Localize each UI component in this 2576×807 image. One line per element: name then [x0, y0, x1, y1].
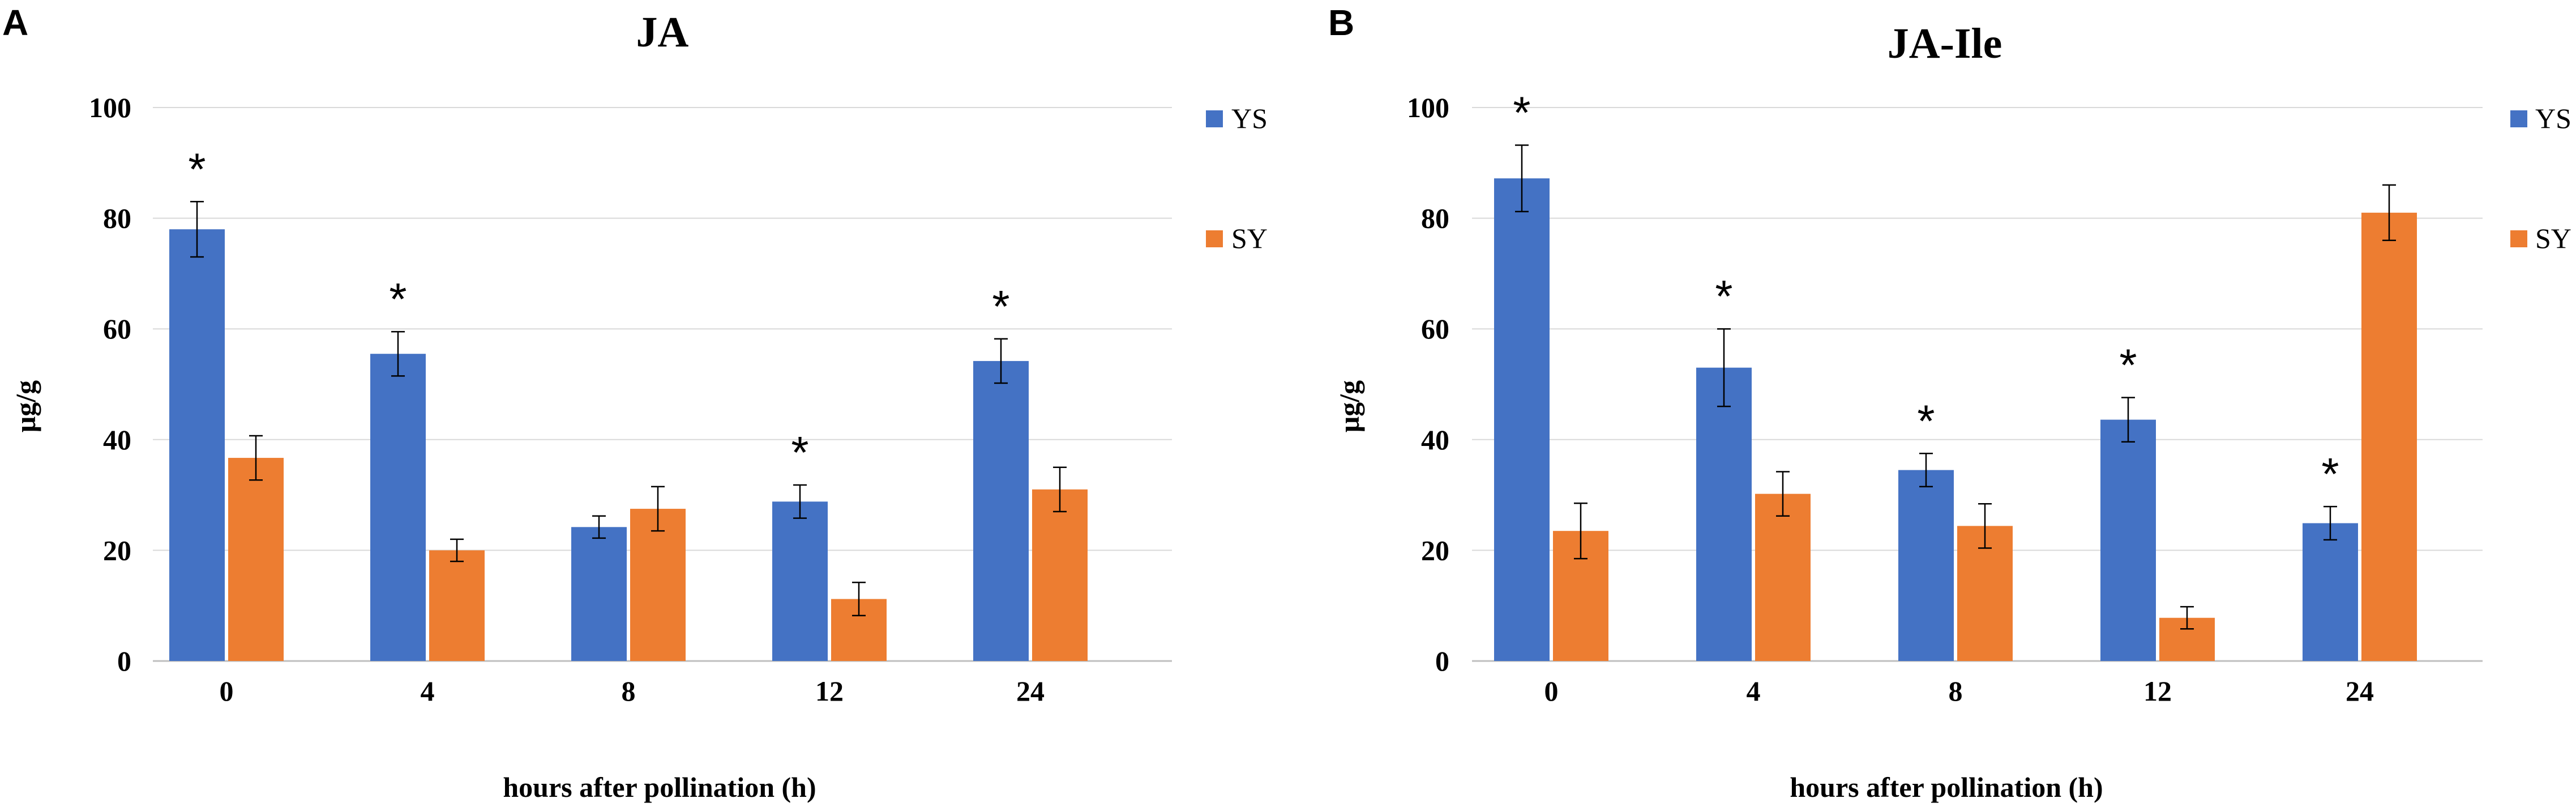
- panel-a-ytick-label: 100: [89, 92, 131, 123]
- panel-b-title: JA-Ile: [1888, 20, 2002, 67]
- panel-b-significance-star: *: [1917, 396, 1935, 446]
- panel-a-bar-ys-8: [571, 527, 627, 661]
- panel-b-bar-sy-24: [2361, 212, 2417, 661]
- panel-a-ylabel: μg/g: [10, 380, 41, 432]
- panel-b-significance-star: *: [2321, 449, 2339, 499]
- panel-a-bar-ys-24: [973, 360, 1029, 661]
- panel-b-bar-ys-8: [1898, 470, 1954, 661]
- panel-a-xtick-label: 24: [1016, 675, 1045, 707]
- panel-b-significance-star: *: [1715, 271, 1732, 321]
- panel-b-ytick-label: 80: [1421, 203, 1449, 234]
- panel-a-ytick-label: 40: [103, 424, 131, 456]
- panel-b-legend-ys-label: YS: [2535, 102, 2571, 134]
- panel-a-legend-sy-label: SY: [1231, 222, 1268, 254]
- panel-a-significance-star: *: [992, 281, 1009, 332]
- panel-a-xtick-label: 8: [622, 675, 636, 707]
- panel-a-ytick-label: 80: [103, 203, 131, 234]
- panel-b-xtick-label: 4: [1747, 675, 1761, 707]
- panel-b-legend: YS SY: [2510, 102, 2571, 254]
- panel-b-significance-star: *: [1513, 88, 1530, 138]
- panel-b-ytick-label: 0: [1435, 645, 1449, 677]
- panel-b-xtick-label: 24: [2346, 675, 2374, 707]
- panel-a-legend: YS SY: [1206, 102, 1268, 254]
- panel-a-bar-sy-8: [630, 509, 686, 661]
- panel-b-bar-ys-24: [2303, 523, 2358, 661]
- panel-b: B JA-Ile μg/g hours after pollination (h…: [1328, 2, 2571, 803]
- panel-a-significance-star: *: [791, 427, 808, 478]
- panel-a-ytick-label: 60: [103, 313, 131, 345]
- panel-b-ylabel: μg/g: [1333, 380, 1365, 432]
- panel-a-legend-ys-swatch: [1206, 110, 1223, 127]
- panel-a-bar-ys-0: [169, 229, 225, 661]
- panel-b-significance-star: *: [2119, 340, 2137, 390]
- panel-a-xtick-label: 4: [421, 675, 435, 707]
- panel-a-xlabel: hours after pollination (h): [503, 771, 816, 803]
- panel-b-ytick-label: 60: [1421, 313, 1449, 345]
- panel-a-significance-star: *: [188, 144, 206, 194]
- panel-a-letter: A: [2, 2, 28, 43]
- panel-a-plot: 0 20 40 60 80 100 0 4 8 12 24 * * * *: [89, 92, 1172, 707]
- panel-a-ytick-label: 0: [117, 645, 131, 677]
- panel-a-ytick-label: 20: [103, 534, 131, 566]
- panel-b-ytick-label: 100: [1407, 92, 1449, 123]
- panel-b-xtick-label: 8: [1949, 675, 1963, 707]
- panel-b-plot: 0 20 40 60 80 100 0 4 8 12 24 * * * * *: [1407, 88, 2483, 707]
- panel-b-legend-sy-label: SY: [2535, 222, 2571, 254]
- panel-a-significance-star: *: [389, 274, 406, 324]
- panel-b-xlabel: hours after pollination (h): [1790, 771, 2103, 803]
- panel-a-title: JA: [636, 8, 689, 56]
- panel-a-bar-sy-4: [429, 550, 485, 661]
- panel-a-bar-ys-4: [370, 354, 426, 661]
- panel-a-bar-sy-24: [1032, 489, 1088, 661]
- panel-a-bar-ys-12: [772, 501, 828, 661]
- panel-b-ytick-label: 20: [1421, 534, 1449, 566]
- panel-b-letter: B: [1328, 2, 1354, 43]
- panel-b-bar-ys-12: [2100, 419, 2156, 661]
- panel-a-bar-sy-0: [228, 458, 284, 661]
- panel-a-legend-sy-swatch: [1206, 230, 1223, 247]
- panel-a-xtick-label: 0: [220, 675, 234, 707]
- panel-a: A JA μg/g hours after pollination (h) 0 2…: [2, 2, 1268, 803]
- panel-b-bar-sy-4: [1755, 493, 1811, 661]
- panel-b-legend-sy-swatch: [2510, 230, 2527, 247]
- panel-b-legend-ys-swatch: [2510, 110, 2527, 127]
- panel-b-bar-ys-0: [1494, 178, 1550, 662]
- panel-a-legend-ys-label: YS: [1231, 102, 1268, 134]
- panel-b-bar-ys-4: [1696, 367, 1752, 661]
- panel-b-xtick-label: 0: [1544, 675, 1559, 707]
- panel-b-xtick-label: 12: [2143, 675, 2172, 707]
- panel-b-ytick-label: 40: [1421, 424, 1449, 456]
- panel-a-xtick-label: 12: [815, 675, 844, 707]
